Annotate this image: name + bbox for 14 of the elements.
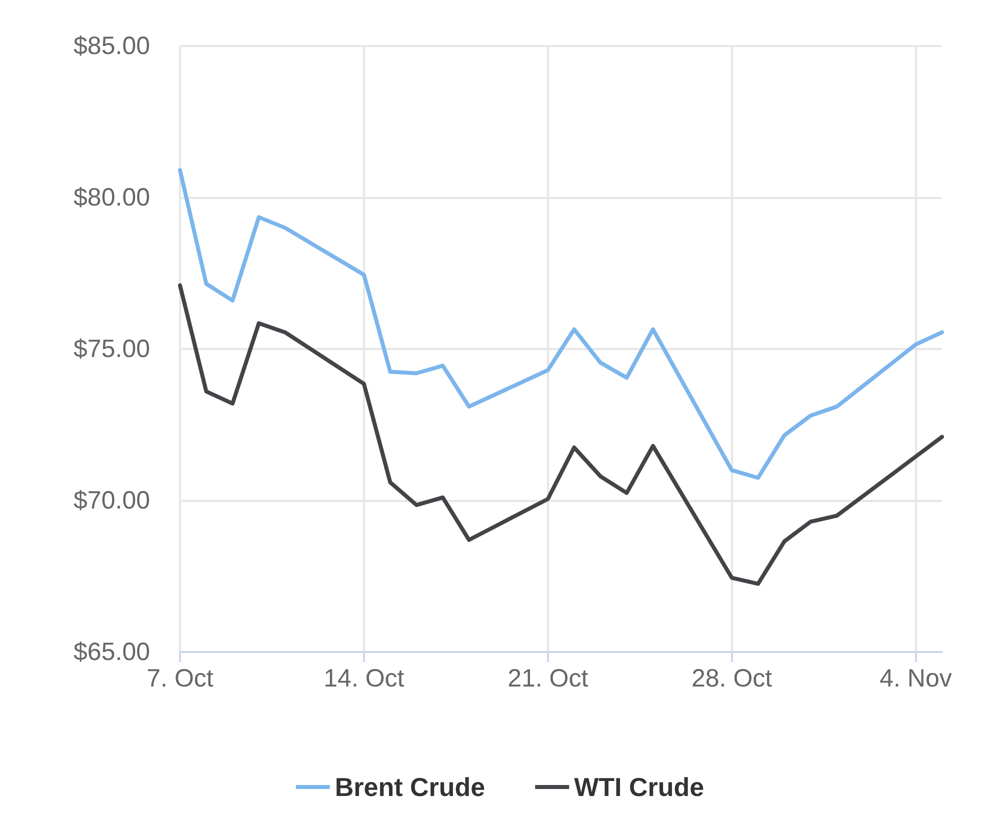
line-series (178, 283, 944, 586)
y-tick-label: $80.00 (74, 184, 150, 212)
x-tick-label: 14. Oct (324, 664, 404, 692)
x-tick-label: 28. Oct (691, 664, 772, 692)
x-tick-label: 7. Oct (146, 664, 214, 692)
y-tick-label: $85.00 (74, 32, 150, 60)
y-tick-label: $65.00 (74, 638, 150, 666)
legend-label: Brent Crude (334, 772, 486, 802)
x-tick-label: 21. Oct (508, 664, 588, 692)
y-tick-label: $70.00 (74, 486, 150, 514)
line-series (178, 168, 944, 480)
x-tick-label: 4. Nov (880, 664, 952, 692)
y-tick-label: $75.00 (74, 335, 150, 363)
legend-label: WTI Crude (574, 772, 704, 802)
